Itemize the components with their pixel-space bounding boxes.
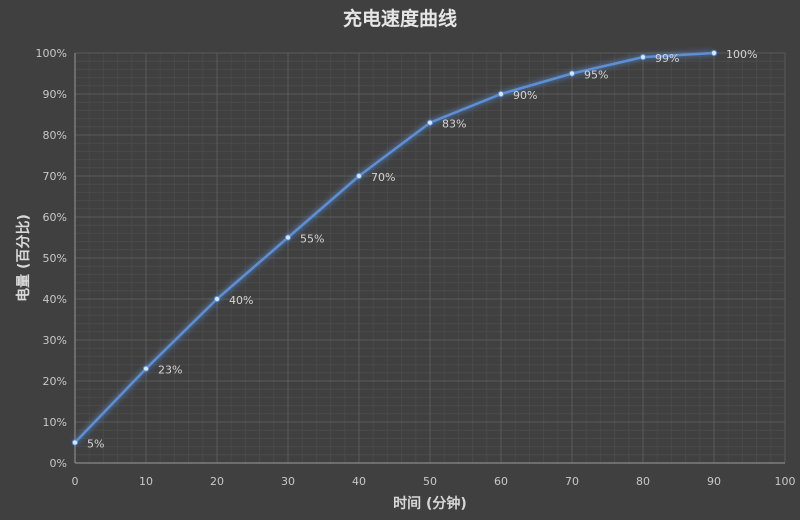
x-tick-label: 70 <box>565 475 579 488</box>
y-tick-label: 70% <box>43 170 67 183</box>
data-point <box>142 365 150 372</box>
data-point <box>497 90 505 98</box>
x-tick-label: 60 <box>494 475 508 488</box>
y-tick-label: 60% <box>43 211 67 224</box>
x-tick-label: 10 <box>139 475 153 488</box>
y-tick-label: 80% <box>43 129 67 142</box>
y-tick-label: 30% <box>43 334 67 347</box>
data-label: 70% <box>371 171 395 184</box>
data-label: 99% <box>655 52 679 65</box>
data-label: 95% <box>584 69 608 82</box>
y-tick-label: 90% <box>43 88 67 101</box>
data-point <box>710 49 718 57</box>
data-label: 83% <box>442 118 466 131</box>
y-tick-label: 40% <box>43 293 67 306</box>
x-tick-label: 0 <box>72 475 79 488</box>
y-tick-label: 20% <box>43 375 67 388</box>
data-point <box>568 70 576 77</box>
data-point <box>284 234 292 241</box>
y-tick-label: 100% <box>36 47 67 60</box>
data-label: 40% <box>229 294 253 307</box>
data-line <box>74 51 715 444</box>
y-axis-label: 电量 (百分比) <box>15 214 32 302</box>
data-point <box>426 119 434 126</box>
y-tick-label: 50% <box>43 252 67 265</box>
series-line <box>71 49 718 446</box>
data-label: 90% <box>513 89 537 102</box>
x-tick-label: 50 <box>423 475 437 488</box>
data-point <box>639 54 647 61</box>
data-label: 100% <box>726 48 757 61</box>
x-tick-label: 80 <box>636 475 650 488</box>
x-tick-label: 100 <box>775 475 796 488</box>
x-axis-label: 时间 (分钟) <box>393 495 467 512</box>
chart-title: 充电速度曲线 <box>343 7 457 30</box>
x-tick-label: 40 <box>352 475 366 488</box>
x-tick-label: 90 <box>707 475 721 488</box>
y-tick-label: 10% <box>43 416 67 429</box>
data-label: 5% <box>87 438 104 451</box>
data-label: 55% <box>300 233 324 246</box>
data-label: 23% <box>158 364 182 377</box>
tick-labels: 0 10 20 30 40 50 60 70 80 90 100 0% 10% 20% 30% 40% 50% 6… <box>36 47 796 488</box>
y-tick-label: 0% <box>50 457 67 470</box>
axes <box>74 53 785 464</box>
data-point <box>71 439 79 446</box>
x-tick-label: 20 <box>210 475 224 488</box>
grid <box>74 52 786 464</box>
x-tick-label: 30 <box>281 475 295 488</box>
data-labels: 5% 23% 40% 55% 70% 83% 90% 95% 99% 100% <box>87 48 757 451</box>
data-point <box>213 295 221 303</box>
data-point <box>355 172 363 180</box>
